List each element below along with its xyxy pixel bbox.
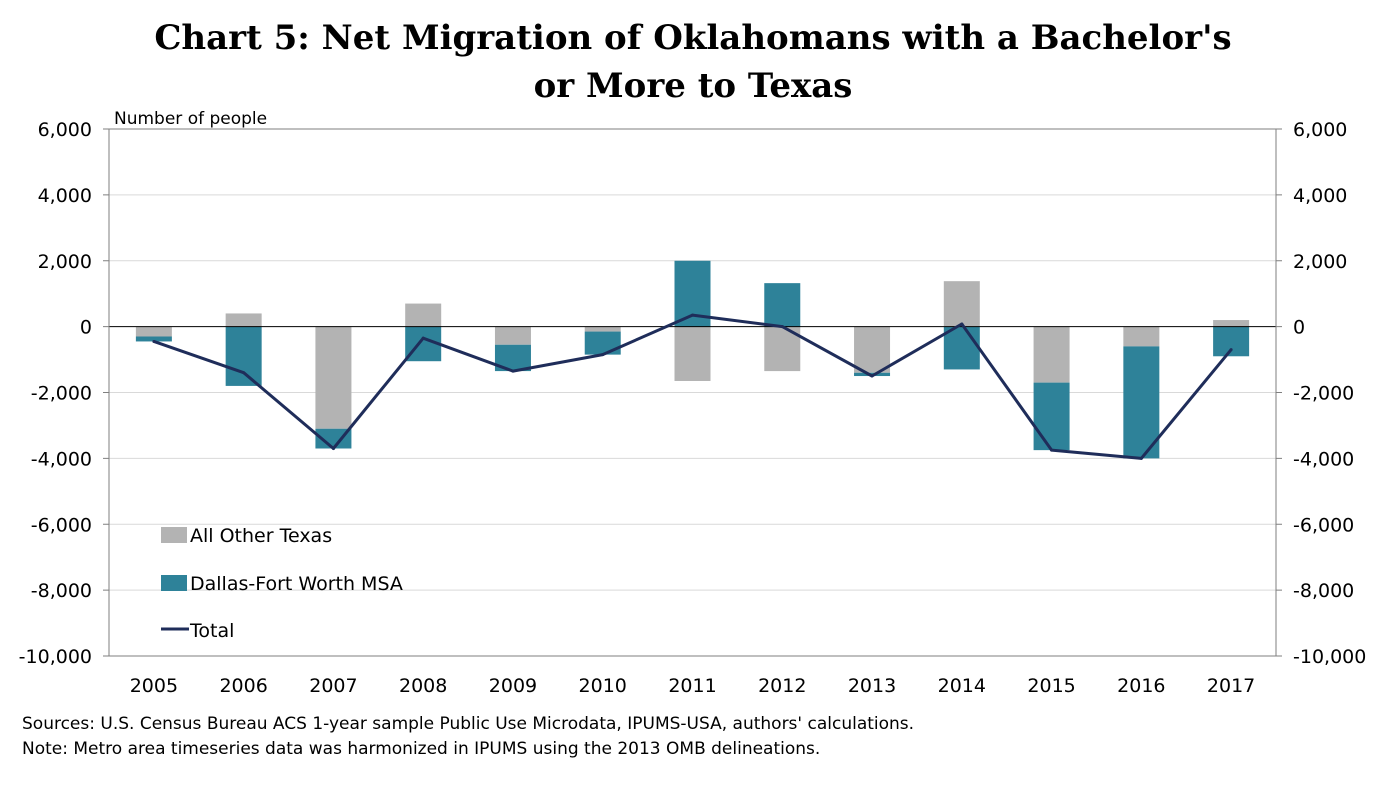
grid-lines	[109, 194, 1276, 591]
y-tick-label-left: 4,000	[38, 185, 92, 207]
x-tick-label: 2006	[219, 675, 267, 697]
bar-dallas-fort-worth	[315, 428, 352, 449]
bar-all-other-texas	[674, 326, 711, 381]
bar-all-other-texas	[135, 326, 172, 337]
x-tick-label: 2010	[579, 675, 627, 697]
bar-all-other-texas	[943, 281, 980, 327]
bar-all-other-texas	[315, 326, 352, 429]
point-total	[511, 369, 515, 373]
point-total	[780, 325, 784, 329]
bar-dallas-fort-worth	[943, 326, 980, 370]
x-tick-label: 2008	[399, 675, 447, 697]
y-tick-label-right: -6,000	[1293, 514, 1354, 536]
x-tick-label: 2012	[758, 675, 806, 697]
sources-note: Sources: U.S. Census Bureau ACS 1-year s…	[22, 714, 915, 734]
point-total	[421, 336, 425, 340]
x-tick-label: 2007	[309, 675, 357, 697]
y-tick-label-right: 6,000	[1293, 119, 1347, 141]
total-line-layer	[152, 313, 1233, 460]
y-tick-label-left: -4,000	[31, 448, 92, 470]
bar-all-other-texas	[225, 313, 262, 327]
point-total	[870, 374, 874, 378]
bar-all-other-texas	[1033, 326, 1070, 383]
point-total	[1139, 456, 1143, 460]
legend-label-dfw: Dallas-Fort Worth MSA	[190, 573, 403, 595]
point-total	[960, 322, 964, 326]
x-tick-label: 2017	[1207, 675, 1255, 697]
chart-notes: Sources: U.S. Census Bureau ACS 1-year s…	[22, 712, 914, 762]
legend: All Other Texas Dallas-Fort Worth MSA To…	[161, 525, 403, 642]
bars	[135, 260, 1250, 459]
y-tick-label-left: -2,000	[31, 383, 92, 405]
y-tick-label-left: -10,000	[19, 646, 92, 668]
bar-all-other-texas	[494, 326, 531, 345]
bar-dallas-fort-worth	[1033, 382, 1070, 451]
y-tick-label-right: 2,000	[1293, 251, 1347, 273]
metro-note: Note: Metro area timeseries data was har…	[22, 739, 821, 759]
bar-dallas-fort-worth	[1123, 346, 1160, 459]
bar-all-other-texas	[854, 326, 891, 373]
x-tick-label: 2005	[130, 675, 178, 697]
y-axis-label: Number of people	[114, 109, 267, 129]
x-tick-label: 2013	[848, 675, 896, 697]
point-total	[152, 339, 156, 343]
y-tick-label-right: -2,000	[1293, 383, 1354, 405]
chart-title-line1: Chart 5: Net Migration of Oklahomans wit…	[154, 18, 1232, 58]
plot-frame	[108, 128, 1277, 657]
bar-dallas-fort-worth	[584, 331, 621, 355]
x-tick-label: 2014	[938, 675, 986, 697]
y-tick-label-left: 0	[80, 317, 92, 339]
bar-dallas-fort-worth	[225, 326, 262, 386]
chart-title-line2: or More to Texas	[533, 66, 853, 106]
y-tick-label-right: -10,000	[1293, 646, 1366, 668]
point-total	[242, 371, 246, 375]
legend-label-other-texas: All Other Texas	[190, 525, 332, 547]
x-tick-label: 2015	[1027, 675, 1075, 697]
point-total	[331, 446, 335, 450]
x-tick-label: 2009	[489, 675, 537, 697]
y-tick-label-left: -8,000	[31, 580, 92, 602]
bar-dallas-fort-worth	[135, 336, 172, 342]
bar-all-other-texas	[1213, 320, 1250, 327]
point-total	[1229, 348, 1233, 352]
point-total	[691, 313, 694, 317]
axes: 6,000 6,000 4,000 4,000 2,000 2,000 0 0 -2,000 -2…	[19, 119, 1367, 697]
x-tick-label: 2011	[668, 675, 716, 697]
chart-title: Chart 5: Net Migration of Oklahomans wit…	[0, 14, 1386, 110]
point-total	[601, 353, 605, 357]
y-tick-label-right: 4,000	[1293, 185, 1347, 207]
x-tick-label: 2016	[1117, 675, 1165, 697]
y-tick-label-right: -4,000	[1293, 448, 1354, 470]
legend-swatch-other-texas	[161, 527, 187, 543]
bar-dallas-fort-worth	[764, 283, 801, 327]
bar-all-other-texas	[584, 326, 621, 332]
legend-label-total: Total	[189, 620, 234, 642]
y-tick-label-left: 6,000	[38, 119, 92, 141]
y-tick-label-right: 0	[1293, 317, 1305, 339]
y-tick-label-left: 2,000	[38, 251, 92, 273]
y-tick-label-right: -8,000	[1293, 580, 1354, 602]
bar-all-other-texas	[405, 303, 442, 327]
point-total	[1050, 448, 1054, 452]
legend-swatch-dfw	[161, 575, 187, 591]
bar-all-other-texas	[1123, 326, 1160, 347]
y-tick-label-left: -6,000	[31, 514, 92, 536]
